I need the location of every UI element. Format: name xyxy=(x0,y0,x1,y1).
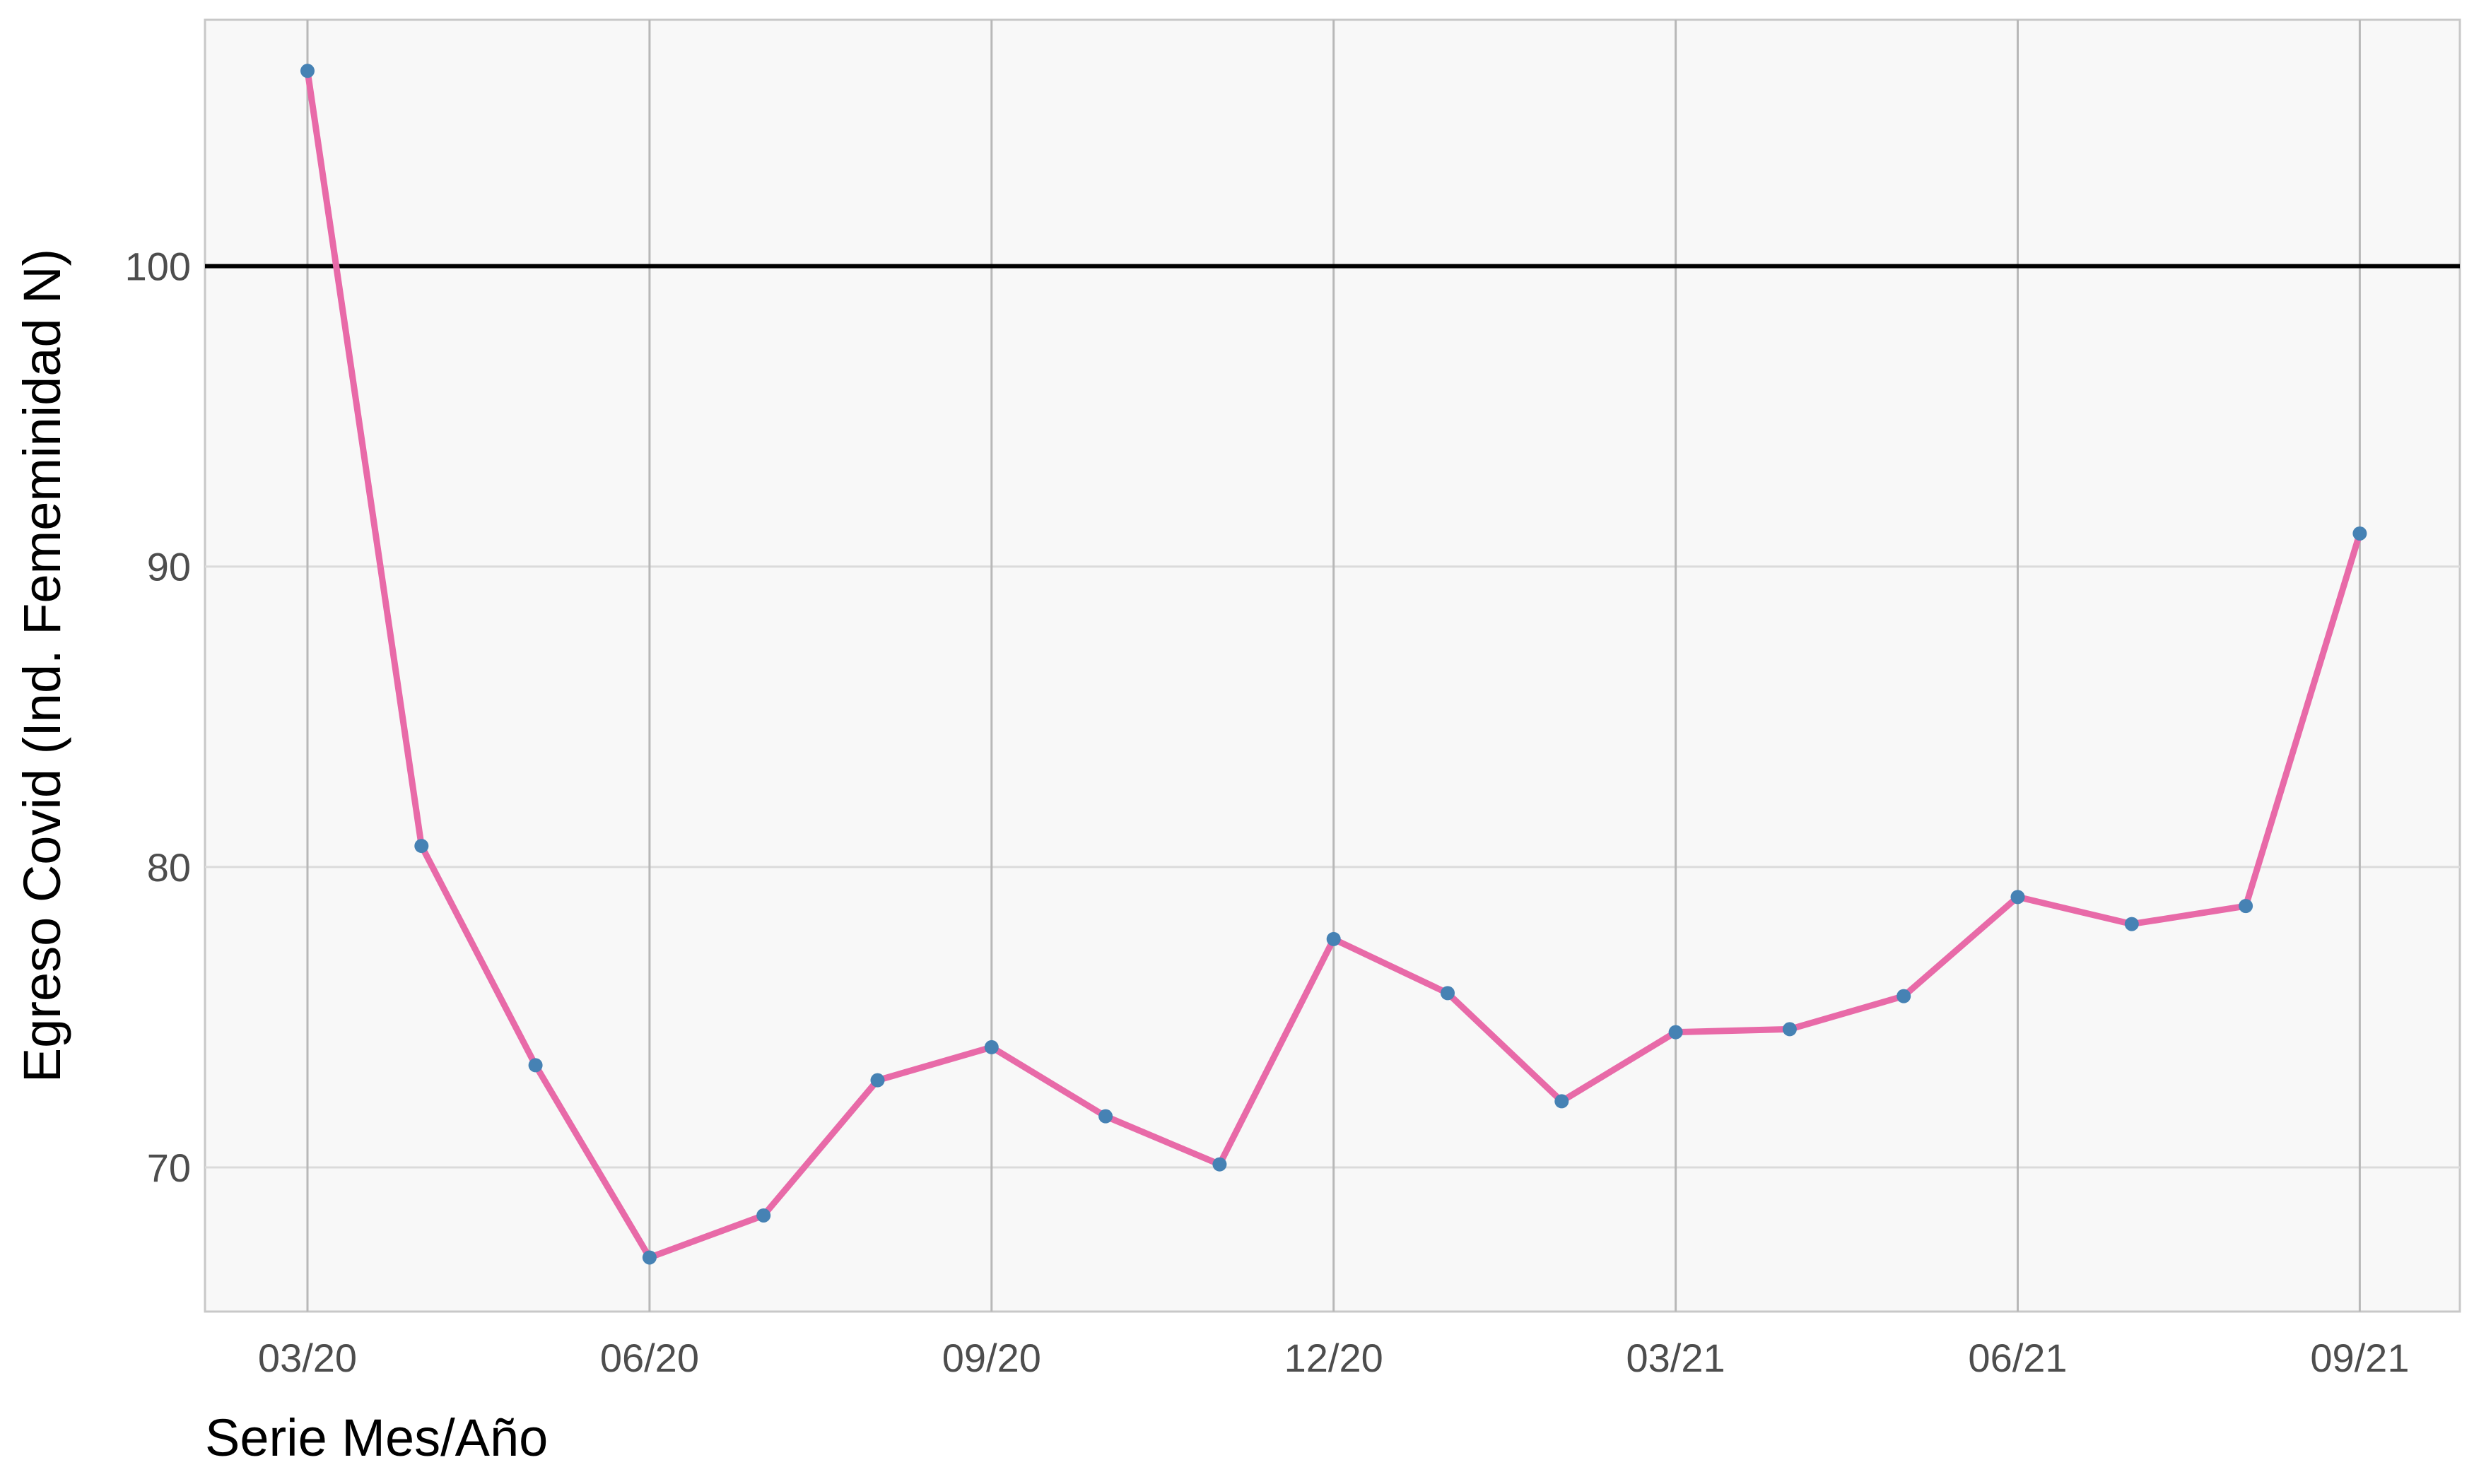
data-point xyxy=(2010,890,2025,905)
y-tick-label: 80 xyxy=(147,845,191,890)
y-tick-label: 100 xyxy=(125,245,191,289)
data-point xyxy=(2352,526,2367,541)
data-point xyxy=(1896,989,1911,1003)
x-tick-label: 06/20 xyxy=(600,1336,699,1380)
data-point xyxy=(528,1058,543,1073)
data-point xyxy=(642,1250,657,1265)
data-point xyxy=(1668,1025,1683,1040)
y-axis-tick-labels: 70 80 90 100 xyxy=(125,245,191,1190)
vertical-gridlines xyxy=(306,20,2361,1312)
data-point xyxy=(870,1073,885,1088)
data-point xyxy=(1554,1094,1569,1109)
y-tick-label: 70 xyxy=(147,1146,191,1190)
data-point xyxy=(2239,899,2253,914)
data-points xyxy=(300,64,2367,1265)
data-point xyxy=(414,839,429,854)
x-tick-label: 06/21 xyxy=(1968,1336,2067,1380)
x-axis-tick-labels: 03/20 06/20 09/20 12/20 03/21 06/21 09/21 xyxy=(258,1336,2410,1380)
x-tick-label: 12/20 xyxy=(1284,1336,1383,1380)
data-point xyxy=(1782,1022,1797,1037)
x-tick-label: 03/20 xyxy=(258,1336,357,1380)
data-point xyxy=(984,1040,999,1054)
plot-panel xyxy=(204,18,2461,1313)
data-point xyxy=(300,64,315,78)
data-point xyxy=(1441,986,1455,1001)
y-tick-label: 90 xyxy=(147,545,191,589)
x-tick-label: 09/20 xyxy=(942,1336,1041,1380)
data-point xyxy=(1098,1109,1113,1124)
data-point xyxy=(1326,931,1341,946)
y-axis-title: Egreso Covid (Ind. Fememinidad N) xyxy=(13,249,71,1083)
x-tick-label: 03/21 xyxy=(1626,1336,1725,1380)
x-axis-title: Serie Mes/Año xyxy=(205,1408,548,1467)
data-point xyxy=(1212,1157,1227,1172)
data-point xyxy=(756,1208,771,1223)
data-point xyxy=(2124,917,2139,931)
x-tick-label: 09/21 xyxy=(2310,1336,2409,1380)
